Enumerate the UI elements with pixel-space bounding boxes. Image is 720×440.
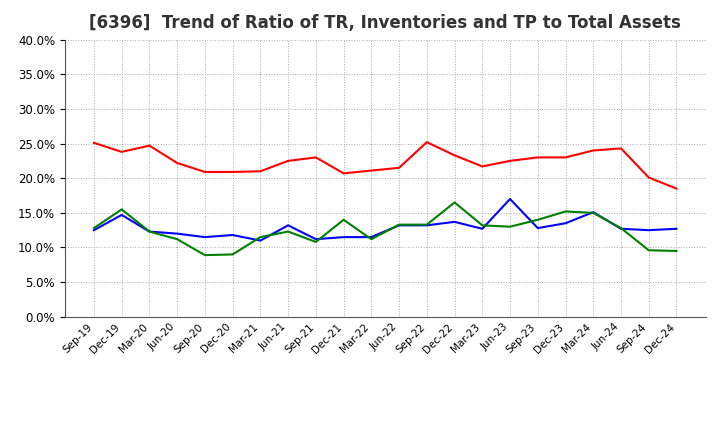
Trade Payables [201,253,210,258]
Trade Payables [589,210,598,216]
Trade Receivables [228,169,237,175]
Trade Receivables [173,160,181,165]
Trade Receivables [450,153,459,158]
Trade Receivables [423,139,431,145]
Inventories [505,196,514,202]
Trade Payables [423,222,431,227]
Trade Payables [117,207,126,212]
Trade Receivables [284,158,292,164]
Inventories [312,237,320,242]
Trade Payables [534,217,542,222]
Line: Trade Payables: Trade Payables [94,202,677,255]
Trade Payables [312,239,320,245]
Inventories [367,235,376,240]
Trade Payables [256,235,265,240]
Inventories [284,223,292,228]
Inventories [395,223,403,228]
Inventories [450,219,459,224]
Trade Payables [173,237,181,242]
Trade Receivables [589,148,598,153]
Trade Receivables [312,155,320,160]
Line: Trade Receivables: Trade Receivables [94,142,677,189]
Trade Receivables [478,164,487,169]
Trade Payables [228,252,237,257]
Trade Receivables [89,140,98,146]
Trade Payables [450,200,459,205]
Trade Receivables [395,165,403,170]
Inventories [589,209,598,215]
Trade Receivables [145,143,154,148]
Trade Payables [478,223,487,228]
Inventories [89,227,98,233]
Trade Receivables [505,158,514,164]
Inventories [228,232,237,238]
Inventories [145,229,154,234]
Trade Payables [672,248,681,253]
Trade Receivables [201,169,210,175]
Inventories [644,227,653,233]
Inventories [173,231,181,236]
Inventories [256,238,265,243]
Trade Receivables [339,171,348,176]
Inventories [201,235,210,240]
Trade Receivables [367,168,376,173]
Trade Payables [89,225,98,231]
Line: Inventories: Inventories [94,199,677,241]
Trade Payables [284,229,292,234]
Title: [6396]  Trend of Ratio of TR, Inventories and TP to Total Assets: [6396] Trend of Ratio of TR, Inventories… [89,15,681,33]
Trade Payables [616,225,625,231]
Inventories [561,220,570,226]
Trade Receivables [616,146,625,151]
Inventories [534,225,542,231]
Trade Receivables [256,169,265,174]
Trade Payables [145,229,154,234]
Trade Payables [561,209,570,214]
Trade Receivables [117,149,126,154]
Trade Receivables [561,155,570,160]
Inventories [117,212,126,217]
Inventories [339,235,348,240]
Inventories [478,226,487,231]
Inventories [672,226,681,231]
Inventories [423,223,431,228]
Trade Payables [367,237,376,242]
Trade Payables [505,224,514,229]
Trade Payables [395,222,403,227]
Trade Payables [339,217,348,222]
Inventories [616,226,625,231]
Trade Receivables [534,155,542,160]
Trade Receivables [644,175,653,180]
Trade Receivables [672,186,681,191]
Trade Payables [644,248,653,253]
